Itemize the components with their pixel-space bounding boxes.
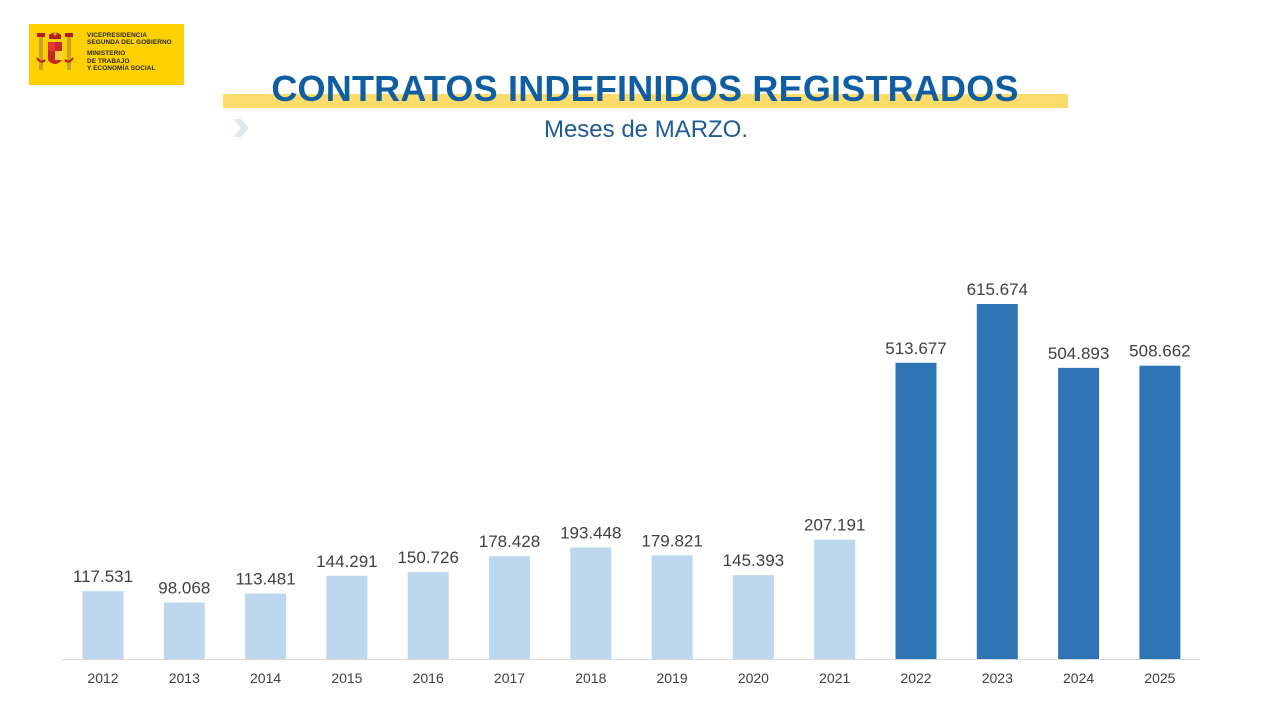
bar-2013 xyxy=(163,602,205,659)
bar-2021 xyxy=(814,539,856,659)
bar-2022 xyxy=(895,362,937,659)
logo-line: MINISTERIO xyxy=(87,50,126,58)
ministry-logo: VICEPRESIDENCIA SEGUNDA DEL GOBIERNO MIN… xyxy=(29,24,184,85)
data-label: 193.448 xyxy=(560,523,621,542)
data-label: 145.393 xyxy=(723,551,784,570)
x-tick-label: 2016 xyxy=(413,670,444,686)
x-tick-label: 2025 xyxy=(1144,670,1175,686)
data-label: 504.893 xyxy=(1048,344,1109,363)
logo-line: VICEPRESIDENCIA xyxy=(87,32,148,39)
x-tick-label: 2015 xyxy=(331,670,362,686)
x-tick-label: 2018 xyxy=(575,670,606,686)
bar-2023 xyxy=(976,304,1018,659)
coat-of-arms-icon xyxy=(36,32,74,70)
logo-text: VICEPRESIDENCIA SEGUNDA DEL GOBIERNO MIN… xyxy=(87,32,172,72)
data-label: 178.428 xyxy=(479,532,540,551)
x-tick-label: 2023 xyxy=(982,670,1013,686)
x-tick-label: 2024 xyxy=(1063,670,1094,686)
x-tick-label: 2020 xyxy=(738,670,769,686)
page-subtitle: Meses de MARZO. xyxy=(543,116,749,143)
bar-2014 xyxy=(245,593,287,659)
bar-2020 xyxy=(732,575,774,659)
bar-2025 xyxy=(1139,365,1181,659)
x-tick-label: 2014 xyxy=(250,670,281,686)
data-label: 615.674 xyxy=(967,280,1028,299)
data-label: 513.677 xyxy=(885,339,946,358)
bar-2017 xyxy=(489,556,530,659)
chevron-right-icon xyxy=(233,119,249,137)
data-label: 117.531 xyxy=(73,567,133,586)
bar-2016 xyxy=(407,572,449,659)
data-label: 98.068 xyxy=(158,578,210,597)
data-label: 113.481 xyxy=(235,570,295,589)
bar-2015 xyxy=(326,575,368,659)
logo-line: Y ECONOMÍA SOCIAL xyxy=(87,64,156,72)
x-tick-label: 2017 xyxy=(494,670,525,686)
title-highlight-band xyxy=(223,94,1068,108)
x-tick-label: 2019 xyxy=(657,670,688,686)
data-label: 144.291 xyxy=(316,552,377,571)
bar-2012 xyxy=(82,591,124,659)
bar-2019 xyxy=(651,555,693,659)
data-label: 150.726 xyxy=(397,548,458,567)
x-tick-label: 2013 xyxy=(169,670,200,686)
x-tick-label: 2021 xyxy=(819,670,850,686)
logo-line: DE TRABAJO xyxy=(87,57,130,65)
x-tick-label: 2012 xyxy=(87,670,118,686)
page-title: CONTRATOS INDEFINIDOS REGISTRADOS xyxy=(271,68,1019,109)
data-label: 179.821 xyxy=(641,531,702,550)
logo-line: SEGUNDA DEL GOBIERNO xyxy=(87,39,172,47)
x-tick-label: 2022 xyxy=(900,670,931,686)
data-label: 508.662 xyxy=(1129,342,1190,361)
bar-2018 xyxy=(570,547,612,659)
data-label: 207.191 xyxy=(804,516,865,535)
bar-2024 xyxy=(1058,367,1100,659)
